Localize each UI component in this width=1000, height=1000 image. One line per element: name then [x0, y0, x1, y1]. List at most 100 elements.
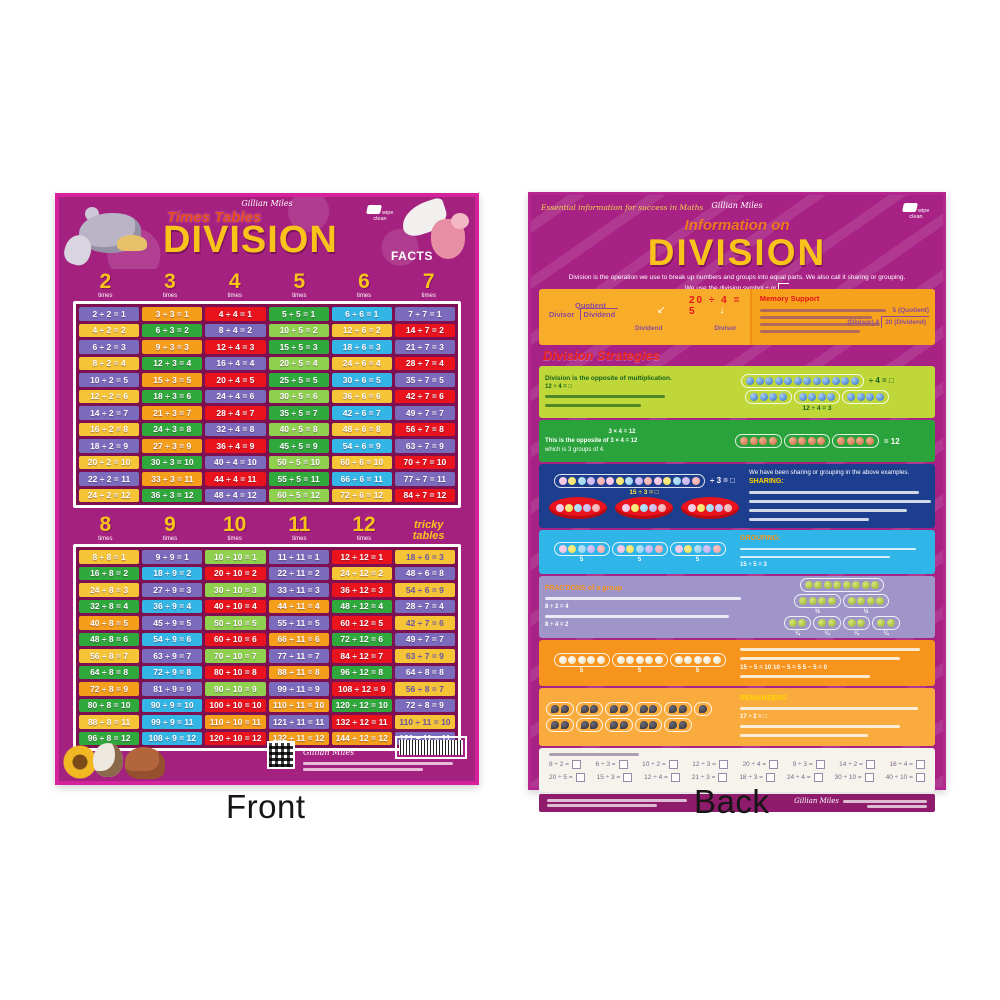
lolly-icon [649, 503, 657, 512]
column-times-label: times [421, 293, 436, 299]
bird-icon [619, 705, 628, 713]
lolly-icon [558, 545, 567, 553]
group-pill [842, 594, 890, 608]
division-fact-cell: 48 ÷ 6 = 8 [394, 566, 455, 580]
group-wrap: ¼ [871, 615, 901, 637]
division-fact-cell: 18 ÷ 9 = 2 [142, 566, 203, 580]
group-pill [611, 653, 668, 667]
table-column-header: 9 times [138, 514, 203, 542]
group-label: ¼ [883, 631, 889, 637]
practice-heading-line [549, 753, 639, 756]
division-fact-cell: 90 ÷ 9 = 10 [142, 698, 203, 712]
group-wrap [831, 433, 880, 449]
bird-icon [610, 705, 618, 713]
bird-icon [619, 721, 628, 729]
sharing-heading: SHARING: [749, 478, 784, 486]
eraser-icon [365, 205, 382, 214]
lolly-icon [606, 476, 615, 485]
snail-icon [876, 597, 885, 605]
division-fact-cell: 24 ÷ 4 = 6 [205, 389, 266, 403]
group-pill [664, 702, 692, 716]
division-fact-cell: 14 ÷ 7 = 2 [394, 323, 455, 337]
division-fact-cell: 24 ÷ 12 = 2 [331, 566, 392, 580]
bird-icon [560, 705, 569, 713]
answer-box [765, 773, 775, 782]
practice-problem-text: 24 ÷ 4 = [786, 774, 811, 781]
group-pill [794, 594, 841, 608]
division-fact-cell: 48 ÷ 8 = 6 [79, 632, 140, 646]
bead-icon [765, 376, 774, 385]
division-fact-cell: 20 ÷ 2 = 10 [79, 455, 140, 469]
practice-problem: 14 ÷ 2 = [839, 760, 875, 769]
bead-icon [750, 392, 759, 401]
snail-icon [804, 581, 813, 589]
eraser-icon [901, 203, 918, 212]
group-pill [546, 718, 574, 732]
front-header: Gillian Miles wipe clean Times Tables DI… [59, 196, 475, 269]
division-fact-cell: 25 ÷ 5 = 5 [268, 373, 329, 387]
snail-icon [886, 619, 895, 627]
division-fact-cell: 60 ÷ 5 = 12 [268, 488, 329, 502]
subtraction-caption: 15 − 5 = 10 10 − 5 = 5 5 − 5 = 0 [740, 663, 828, 671]
memory-support-heading: Memory Support [759, 294, 820, 303]
answer-box [623, 773, 633, 782]
dividend-arrow-label: Dividend [635, 325, 663, 332]
strategy-subtraction-band: 5 5 5 15 − 5 = 10 10 − 5 = 5 5 − 5 = 0 [539, 640, 935, 686]
bead-icon [847, 392, 856, 401]
bird-icon [580, 705, 589, 713]
strategy-sharing-visual: ÷ 3 = □ 15 ÷ 3 = □ [545, 468, 743, 524]
division-fact-cell: 63 ÷ 7 = 9 [394, 439, 455, 453]
practice-problem: 12 ÷ 4 = [644, 773, 680, 782]
column-number: 4 [228, 270, 241, 293]
lolly-icon [653, 476, 662, 485]
strategy-grouping-text: GROUPING: 15 ÷ 5 = 3 [740, 534, 929, 570]
division-fact-cell: 77 ÷ 11 = 7 [268, 649, 329, 663]
division-fact-cell: 64 ÷ 8 = 8 [79, 665, 140, 679]
group-pill [575, 718, 603, 732]
brand-logo: Gillian Miles [241, 199, 293, 208]
column-number: 12 [352, 513, 376, 536]
practice-problem: 16 ÷ 4 = [889, 760, 925, 769]
division-fact-cell: 18 ÷ 3 = 6 [142, 389, 203, 403]
table-column-header: 11 times [267, 514, 332, 542]
wipe-clean-label: wipe clean [373, 210, 394, 223]
group-label: ½ [863, 609, 869, 615]
group-pill [693, 702, 712, 716]
bird-icon [698, 705, 707, 713]
strategy-multiplication-visual: ÷ 4 = □ 12 ÷ 4 = 3 [705, 370, 929, 414]
strategy-opposite-visual: = 12 [705, 424, 929, 458]
lolly-icon [712, 545, 721, 553]
practice-problem-text: 30 ÷ 10 = [834, 774, 862, 781]
back-label: Back [694, 783, 770, 820]
group-label: 5 [579, 668, 584, 674]
division-fact-cell: 18 ÷ 6 = 3 [394, 550, 455, 564]
group-pill [553, 653, 610, 667]
division-fact-cell: 49 ÷ 7 = 7 [394, 406, 455, 420]
table-column-header: 4 times [202, 271, 267, 299]
practice-problem: 8 ÷ 2 = [549, 760, 582, 769]
group-pill [872, 616, 900, 630]
divisor-arrow-label: Divisor [714, 325, 737, 332]
lolly-icon [684, 545, 692, 553]
front-poster: Gillian Miles wipe clean Times Tables DI… [55, 193, 479, 785]
strategies-heading: Division Strategies [543, 348, 661, 363]
fineprint-line [759, 309, 886, 312]
division-fact-cell: 12 ÷ 6 = 2 [331, 323, 392, 337]
division-fact-cell: 36 ÷ 3 = 12 [142, 488, 203, 502]
division-fact-cell: 24 ÷ 2 = 12 [79, 488, 140, 502]
lolly-icon [577, 476, 586, 485]
column-number: 6 [358, 270, 370, 293]
group-pill [793, 389, 841, 404]
fineprint-line [545, 395, 665, 399]
group-wrap: 5 [669, 541, 727, 563]
division-fact-cell: 12 ÷ 4 = 3 [205, 340, 266, 354]
snail-icon [827, 619, 836, 627]
division-fact-cell: 22 ÷ 2 = 11 [79, 472, 140, 486]
group-pill [832, 434, 879, 448]
back-header: Essential information for success in Mat… [539, 201, 935, 294]
division-fact-cell: 66 ÷ 11 = 6 [268, 632, 329, 646]
division-fact-cell: 121 ÷ 11 = 11 [268, 715, 329, 729]
poster-title: DIVISION [647, 232, 827, 273]
division-fact-cell: 40 ÷ 4 = 10 [205, 455, 266, 469]
group-wrap: ¼ [842, 615, 872, 637]
